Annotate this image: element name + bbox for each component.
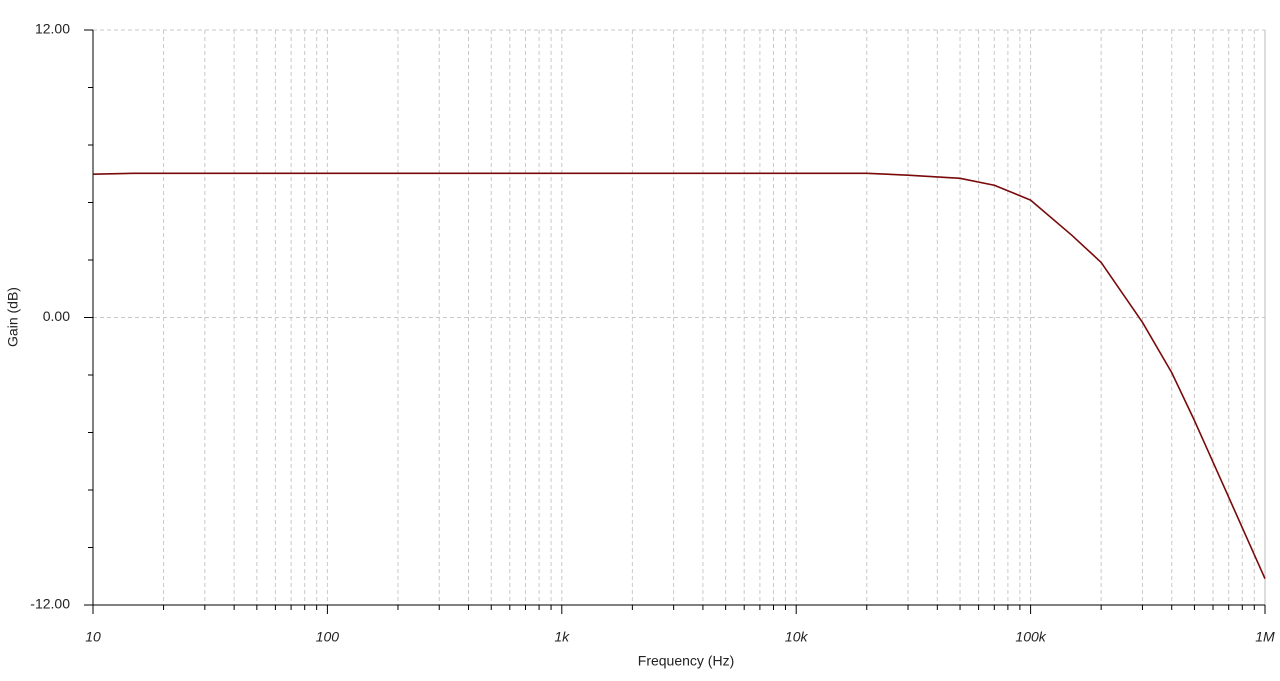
gain-curve: [92, 172, 1266, 579]
y-tick-label: -12.00: [30, 596, 70, 612]
y-tick-label: 12.00: [35, 21, 70, 37]
y-axis-title: Gain (dB): [5, 287, 21, 347]
x-tick-label: 100k: [1015, 629, 1046, 645]
x-axis-title: Frequency (Hz): [638, 653, 734, 669]
x-tick-label: 100: [316, 629, 340, 645]
x-tick-label: 1M: [1255, 629, 1275, 645]
x-tick-label: 10k: [785, 629, 809, 645]
x-tick-label: 10: [85, 629, 101, 645]
y-tick-label: 0.00: [43, 308, 70, 324]
x-tick-label: 1k: [554, 629, 570, 645]
